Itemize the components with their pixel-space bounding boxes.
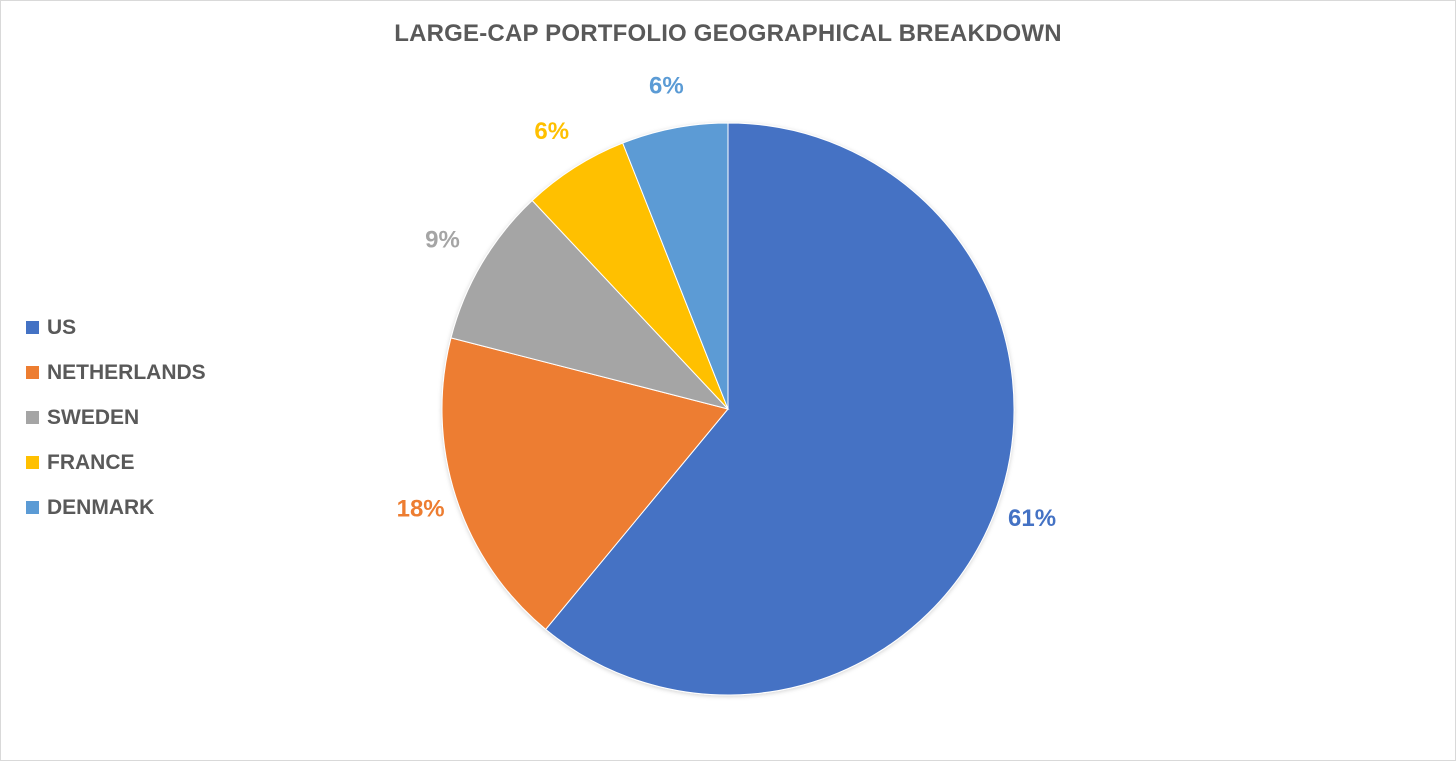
legend-item-sweden: SWEDEN xyxy=(26,395,206,440)
legend-item-denmark: DENMARK xyxy=(26,485,206,530)
pie-slice-netherlands xyxy=(441,337,729,631)
legend-label-us: US xyxy=(47,315,77,339)
legend-swatch-sweden xyxy=(26,411,39,424)
chart-title: LARGE-CAP PORTFOLIO GEOGRAPHICAL BREAKDO… xyxy=(394,20,1062,47)
data-label-denmark: 6% xyxy=(649,72,684,99)
legend-item-us: US xyxy=(26,305,206,350)
data-label-sweden: 9% xyxy=(425,227,460,254)
legend-item-france: FRANCE xyxy=(26,440,206,485)
legend-label-france: FRANCE xyxy=(47,450,135,474)
legend-label-denmark: DENMARK xyxy=(47,495,155,519)
legend-label-netherlands: NETHERLANDS xyxy=(47,360,206,384)
legend-swatch-denmark xyxy=(26,501,39,514)
legend-swatch-us xyxy=(26,321,39,334)
legend-swatch-france xyxy=(26,456,39,469)
pie-slice-denmark xyxy=(622,122,729,410)
legend-swatch-netherlands xyxy=(26,366,39,379)
data-label-netherlands: 18% xyxy=(397,495,445,522)
legend: US NETHERLANDS SWEDEN FRANCE DENMARK xyxy=(26,305,206,530)
pie-slice-us xyxy=(544,122,1015,696)
legend-label-sweden: SWEDEN xyxy=(47,405,140,429)
data-label-us: 61% xyxy=(1008,505,1056,532)
data-label-france: 6% xyxy=(534,118,569,145)
pie-slice-sweden xyxy=(450,199,730,410)
legend-item-netherlands: NETHERLANDS xyxy=(26,350,206,395)
